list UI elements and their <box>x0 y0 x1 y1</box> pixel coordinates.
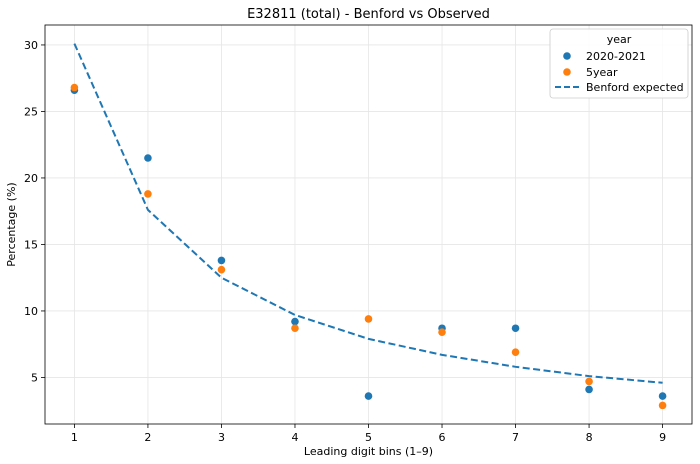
y-axis-ticks: 5 10 15 20 25 30 <box>24 39 45 384</box>
data-point-2020-2021 <box>511 324 520 333</box>
x-tick-label: 1 <box>71 431 78 444</box>
y-tick-label: 10 <box>24 305 38 318</box>
y-tick-label: 30 <box>24 39 38 52</box>
x-tick-label: 8 <box>586 431 593 444</box>
legend-marker-5year <box>563 68 571 76</box>
data-point-5year <box>291 324 299 333</box>
data-point-2020-2021 <box>217 256 226 265</box>
y-tick-label: 25 <box>24 105 38 118</box>
y-tick-label: 5 <box>31 371 38 384</box>
data-point-2020-2021 <box>364 392 373 400</box>
legend-title: year <box>607 33 632 46</box>
y-tick-label: 20 <box>24 172 38 185</box>
data-point-5year <box>70 83 79 92</box>
data-point-5year <box>511 348 520 356</box>
legend-label-5year: 5year <box>586 66 618 79</box>
chart-title: E32811 (total) - Benford vs Observed <box>247 7 490 22</box>
data-point-5year <box>144 190 152 198</box>
x-axis-title: Leading digit bins (1–9) <box>304 445 433 458</box>
y-tick-label: 15 <box>24 238 38 251</box>
data-point-5year <box>364 315 373 323</box>
series-line-benford-expected <box>73 43 663 384</box>
data-point-5year <box>658 401 667 410</box>
x-tick-label: 7 <box>512 431 519 444</box>
data-point-5year <box>585 377 593 386</box>
x-tick-label: 6 <box>439 431 446 444</box>
lines <box>73 43 663 384</box>
data-point-5year <box>217 265 226 274</box>
legend[interactable]: year 2020-2021 5year Benford expected <box>549 28 689 99</box>
legend-marker-2020-2021 <box>563 52 571 60</box>
x-tick-label: 2 <box>144 431 151 444</box>
data-point-5year <box>438 328 446 337</box>
x-tick-label: 9 <box>659 431 666 444</box>
x-tick-label: 5 <box>365 431 372 444</box>
x-tick-label: 3 <box>218 431 225 444</box>
data-point-2020-2021 <box>658 392 667 400</box>
legend-label-benford-expected: Benford expected <box>586 81 684 94</box>
legend-label-2020-2021: 2020-2021 <box>586 50 646 63</box>
legend-box <box>549 28 689 99</box>
data-point-2020-2021 <box>291 317 299 326</box>
y-axis-title: Percentage (%) <box>5 182 18 266</box>
data-point-2020-2021 <box>144 154 152 162</box>
points <box>70 83 667 410</box>
x-tick-label: 4 <box>291 431 298 444</box>
x-axis-ticks: 1 2 3 4 5 6 7 8 9 <box>71 424 666 444</box>
data-point-2020-2021 <box>585 385 593 394</box>
